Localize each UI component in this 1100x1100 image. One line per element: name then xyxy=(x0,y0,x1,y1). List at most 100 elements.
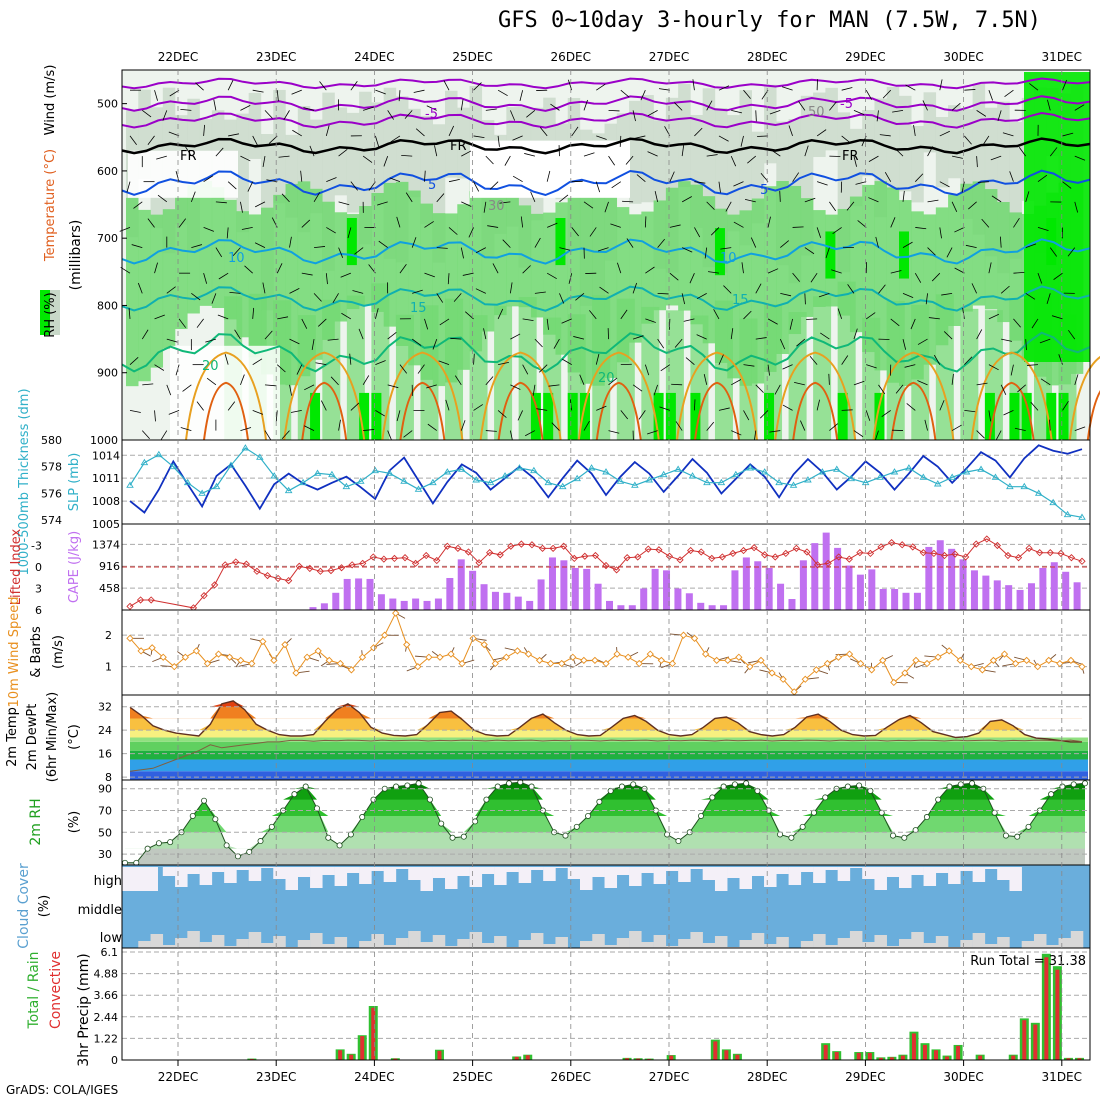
thickness-point xyxy=(1049,498,1057,506)
wind-barb xyxy=(730,155,737,167)
cloud-low-block xyxy=(579,941,593,948)
wind-barb xyxy=(387,110,394,120)
isotherm-25 xyxy=(676,351,758,441)
rh-patch-mid xyxy=(690,184,703,325)
li-point xyxy=(803,548,811,556)
rh-point xyxy=(246,848,253,855)
wind-barb xyxy=(445,399,450,411)
wind-point xyxy=(868,666,876,674)
wind-barb xyxy=(314,246,326,248)
wind-barb xyxy=(595,181,601,193)
rh-point xyxy=(1014,833,1021,840)
wind-barb xyxy=(244,265,253,274)
wind-point xyxy=(901,669,909,677)
li-point xyxy=(517,540,526,548)
wind-barb xyxy=(439,318,450,326)
cloud-low-block xyxy=(334,937,348,948)
rh-cell-bright xyxy=(764,392,775,440)
wind-barb xyxy=(375,308,379,320)
rh-patch-mid xyxy=(665,187,679,306)
wind-barb xyxy=(1047,99,1051,111)
wind-barb xyxy=(658,88,670,91)
thickness-point xyxy=(385,469,394,476)
precip-bar-convective xyxy=(371,1007,376,1060)
wind-barb xyxy=(1062,79,1068,91)
cape-li-panel: -3 0 3 6 1374 916 458 xyxy=(31,524,1090,617)
wind-point xyxy=(181,653,189,661)
wind-barb xyxy=(315,362,327,366)
precip-bar-convective xyxy=(1055,969,1060,1060)
wind-barb xyxy=(213,99,217,111)
precip-bar-convective xyxy=(922,1044,927,1060)
wind-barb xyxy=(669,171,675,182)
wind-barb xyxy=(879,134,891,137)
precip-bar-convective xyxy=(889,1057,894,1060)
y-tick-label: 1.22 xyxy=(94,1032,119,1045)
wind-barb xyxy=(596,135,607,140)
wind-barb xyxy=(982,135,990,146)
wind-barb xyxy=(396,216,401,228)
wind-barb xyxy=(917,380,928,386)
cloud-high-block xyxy=(359,867,372,884)
precip-panel: 6.1 4.88 3.66 2.44 1.22 0 Run Total = 31.38 xyxy=(94,946,1090,1067)
wind-barb xyxy=(767,318,778,325)
wind-barb xyxy=(755,110,757,122)
thickness-point xyxy=(616,477,625,484)
thickness-point xyxy=(429,478,437,486)
thickness-point xyxy=(760,468,769,475)
rh-fill xyxy=(125,782,1085,800)
wind-barb xyxy=(448,178,460,183)
wind-barb xyxy=(240,427,252,431)
cloud-high-block xyxy=(346,867,360,873)
wind-barb xyxy=(706,421,715,431)
li-point xyxy=(1025,544,1033,553)
precip-bar-convective xyxy=(1022,1020,1027,1060)
rh-cell-bright xyxy=(371,392,382,440)
wind-barb xyxy=(806,318,818,320)
rh-cell-bright xyxy=(1021,392,1032,440)
thickness-point xyxy=(631,481,639,488)
rh-point xyxy=(483,796,490,803)
li-point xyxy=(221,561,229,569)
wind-barb xyxy=(599,286,609,294)
wind-barb xyxy=(166,338,178,343)
wind-barb xyxy=(718,181,721,193)
wind-barb xyxy=(632,282,638,294)
wind-barb xyxy=(424,221,434,228)
wind-barb xyxy=(473,82,482,91)
wind-barb xyxy=(502,239,511,248)
precip-bar-convective xyxy=(724,1050,729,1060)
wind-barb xyxy=(647,151,658,157)
cloud-high-block xyxy=(224,867,237,883)
wind-barb xyxy=(644,364,650,376)
wind-barb xyxy=(453,293,462,302)
wind-point xyxy=(923,659,931,668)
wind-barb xyxy=(710,227,720,236)
rh-point xyxy=(844,783,851,790)
side-label-temperature: Temperature (°C) xyxy=(43,149,58,262)
thickness-point xyxy=(1063,510,1072,518)
wind-barb xyxy=(792,172,800,182)
cape-bar xyxy=(822,532,830,610)
wind-point xyxy=(502,653,511,661)
side-label-rh: RH (%) xyxy=(43,292,58,337)
wind-barb xyxy=(718,407,730,411)
wind-point xyxy=(281,640,289,649)
wind-barb xyxy=(434,145,438,157)
wind-barb xyxy=(767,364,770,376)
wind-barb xyxy=(788,125,793,137)
wind-barb xyxy=(215,201,227,204)
contour-label: 20 xyxy=(598,371,615,386)
date-gridlines xyxy=(177,70,1063,1066)
thickness-point xyxy=(688,472,697,479)
cloud-low-block xyxy=(273,936,286,948)
wind-barb xyxy=(162,110,168,121)
wind-barb xyxy=(733,221,744,228)
wind-barb xyxy=(1025,339,1027,351)
rh-patch-mid xyxy=(506,192,519,307)
cloud-low-block xyxy=(702,943,716,948)
cape-bar xyxy=(799,560,807,610)
thickness-point xyxy=(544,478,553,486)
thickness-point xyxy=(789,481,798,488)
isotherm-minus5 xyxy=(121,95,1091,112)
